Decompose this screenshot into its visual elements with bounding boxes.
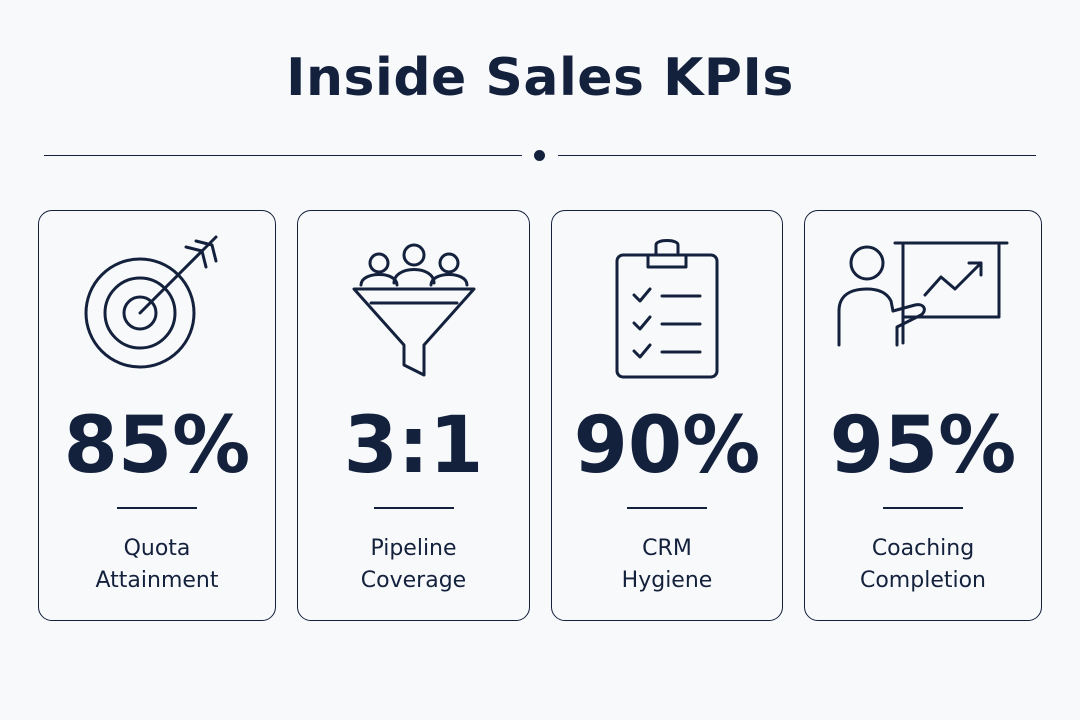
- kpi-value: 90%: [573, 401, 761, 491]
- kpi-rule: [883, 507, 963, 509]
- clipboard-icon: [612, 233, 722, 388]
- kpi-label-line: Quota: [123, 536, 191, 561]
- kpi-label-line: Coaching: [871, 536, 975, 561]
- kpi-label-line: Coverage: [360, 568, 467, 593]
- kpi-label-line: Pipeline: [370, 536, 457, 561]
- title-divider-left: [44, 155, 522, 156]
- target-icon: [82, 233, 232, 378]
- kpi-rule: [627, 507, 707, 509]
- kpi-card-quota-attainment: 85% Quota Attainment: [38, 210, 276, 621]
- kpi-rule: [117, 507, 197, 509]
- presentation-icon: [835, 233, 1011, 358]
- kpi-card-crm-hygiene: 90% CRM Hygiene: [551, 210, 783, 621]
- kpi-label-line: CRM: [642, 536, 692, 561]
- kpi-card-pipeline-coverage: 3:1 Pipeline Coverage: [297, 210, 530, 621]
- kpi-value: 85%: [63, 401, 251, 491]
- kpi-value: 95%: [829, 401, 1017, 491]
- page-title: Inside Sales KPIs: [286, 48, 794, 108]
- kpi-label: CRM Hygiene: [552, 533, 782, 597]
- title-divider-right: [558, 155, 1036, 156]
- kpi-label: Quota Attainment: [39, 533, 275, 597]
- kpi-label-line: Hygiene: [621, 568, 713, 593]
- kpi-label-line: Completion: [859, 568, 986, 593]
- title-divider-dot: [534, 150, 545, 161]
- kpi-label: Pipeline Coverage: [298, 533, 529, 597]
- kpi-value: 3:1: [343, 401, 484, 491]
- funnel-icon: [349, 233, 479, 388]
- kpi-label-line: Attainment: [95, 568, 219, 593]
- kpi-rule: [373, 507, 454, 509]
- kpi-card-coaching-completion: 95% Coaching Completion: [804, 210, 1042, 621]
- kpi-label: Coaching Completion: [805, 533, 1041, 597]
